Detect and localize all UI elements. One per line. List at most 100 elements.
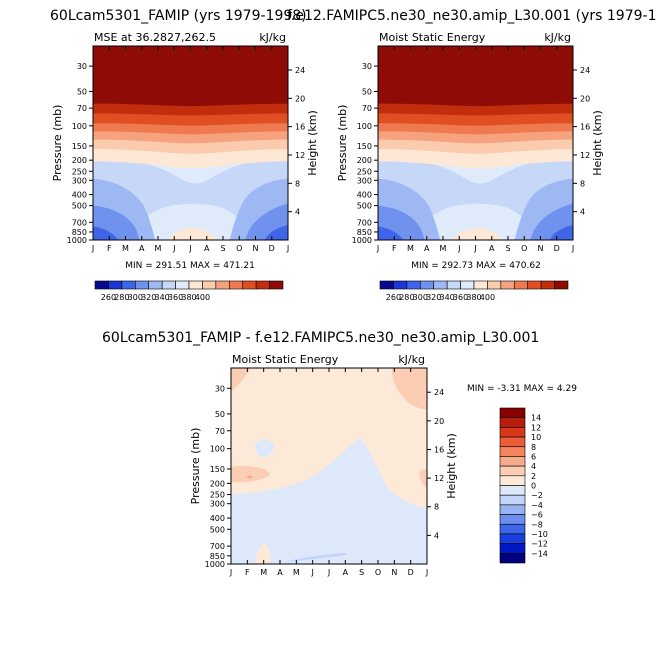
y-tick-label: 150	[72, 142, 87, 151]
colorbar-label: −10	[531, 530, 548, 539]
y-tick-label: 850	[72, 228, 87, 237]
y-tick-label: 1000	[67, 236, 87, 245]
x-tick-label: F	[392, 244, 397, 253]
contour-fill-7	[93, 226, 119, 240]
x-tick-label: A	[139, 244, 145, 253]
colorbar-swatch	[94, 280, 109, 290]
contour-fill-8	[264, 225, 288, 240]
colorbar-label: 380	[466, 293, 481, 302]
x-tick-label: M	[293, 568, 300, 577]
colorbar-swatch	[215, 280, 230, 290]
colorbar-swatch	[269, 280, 284, 290]
contour-fill-1	[231, 437, 427, 564]
colorbar-swatch	[499, 475, 526, 486]
min-max-label: MIN = 291.51 MAX = 471.21	[125, 261, 255, 271]
colorbar-label: 10	[531, 433, 541, 442]
right-plot-title: f.e12.FAMIPC5.ne30_ne30.amip_L30.001 (yr…	[287, 8, 657, 24]
x-tick-label: M	[155, 244, 162, 253]
y-right-axis-title: Height (km)	[591, 110, 604, 176]
colorbar-label: 280	[399, 293, 414, 302]
colorbar-swatch	[134, 280, 150, 290]
x-tick-label: F	[245, 568, 250, 577]
y-tick-label: 100	[72, 122, 87, 131]
y-tick-label: 250	[357, 167, 372, 176]
x-tick-label: J	[425, 568, 428, 577]
y-tick-label: 850	[210, 552, 225, 561]
test-mse-field	[378, 46, 573, 240]
x-tick-label: O	[375, 568, 381, 577]
y-tick-label: 150	[357, 142, 372, 151]
y-tick-label: 50	[362, 87, 372, 96]
colorbar-swatch	[499, 543, 526, 554]
colorbar-label: 320	[141, 293, 156, 302]
y-tick-label: 300	[357, 176, 372, 185]
colorbar-label: 6	[531, 452, 536, 461]
x-tick-label: J	[229, 568, 232, 577]
colorbar-swatch	[500, 280, 515, 290]
y-axis-title: Pressure (mb)	[51, 105, 64, 182]
contour-fill-6	[246, 475, 253, 479]
min-max-label: MIN = 292.73 MAX = 470.62	[411, 261, 541, 271]
colorbar-label: −2	[531, 491, 543, 500]
y-tick-label: 200	[72, 156, 87, 165]
colorbar-label: −8	[531, 520, 543, 529]
y-tick-label: 400	[357, 191, 372, 200]
x-tick-label: J	[457, 244, 460, 253]
y-right-tick-label: 4	[434, 531, 439, 540]
y-right-tick-label: 20	[434, 417, 444, 426]
x-tick-label: M	[122, 244, 129, 253]
y-axis-title: Pressure (mb)	[189, 428, 202, 505]
colorbar-swatch	[513, 280, 529, 290]
colorbar-swatch	[406, 280, 421, 290]
x-tick-label: J	[310, 568, 313, 577]
difference-mse-field	[231, 368, 427, 564]
y-right-tick-label: 16	[580, 123, 590, 132]
y-tick-label: 150	[210, 465, 225, 474]
min-max-label: MIN = -3.31 MAX = 4.29	[467, 384, 577, 394]
y-tick-label: 400	[72, 191, 87, 200]
subtitle-left: Moist Static Energy	[232, 353, 339, 366]
colorbar-label: 8	[531, 443, 536, 452]
colorbar-label: 400	[480, 293, 495, 302]
colorbar-swatch	[499, 427, 526, 438]
y-tick-label: 250	[72, 167, 87, 176]
x-tick-label: J	[327, 568, 330, 577]
colorbar-swatch	[499, 465, 526, 477]
y-tick-label: 500	[72, 202, 87, 211]
x-tick-label: O	[236, 244, 242, 253]
y-tick-label: 200	[357, 156, 372, 165]
y-tick-label: 1000	[352, 236, 372, 245]
contour-fill-7	[391, 368, 427, 410]
y-right-tick-label: 24	[434, 388, 444, 397]
y-tick-label: 200	[210, 479, 225, 488]
y-tick-label: 850	[357, 228, 372, 237]
units-label: kJ/kg	[544, 31, 571, 44]
x-tick-label: S	[359, 568, 364, 577]
colorbar-label: 280	[114, 293, 129, 302]
subtitle-left: MSE at 36.2827,262.5	[94, 31, 216, 44]
colorbar-label: −4	[531, 501, 543, 510]
colorbar-label: 400	[195, 293, 210, 302]
colorbar-label: 360	[453, 293, 468, 302]
y-right-axis-title: Height (km)	[306, 110, 319, 176]
contour-fill-3	[254, 544, 271, 564]
colorbar-swatch	[202, 280, 217, 290]
x-tick-label: A	[489, 244, 495, 253]
y-tick-label: 30	[362, 62, 372, 71]
y-tick-label: 100	[210, 445, 225, 454]
x-tick-label: A	[424, 244, 430, 253]
x-tick-label: A	[277, 568, 283, 577]
y-right-tick-label: 20	[580, 94, 590, 103]
y-right-tick-label: 20	[295, 94, 305, 103]
colorbar-label: 12	[531, 423, 541, 432]
colorbar-swatch	[419, 280, 435, 290]
colorbar-swatch	[554, 280, 569, 290]
colorbar-label: 340	[155, 293, 170, 302]
colorbar-swatch	[108, 280, 123, 290]
y-tick-label: 250	[210, 491, 225, 500]
colorbar-swatch	[499, 485, 526, 496]
y-right-axis-title: Height (km)	[445, 433, 458, 499]
y-tick-label: 70	[215, 427, 225, 436]
y-tick-label: 500	[357, 202, 372, 211]
